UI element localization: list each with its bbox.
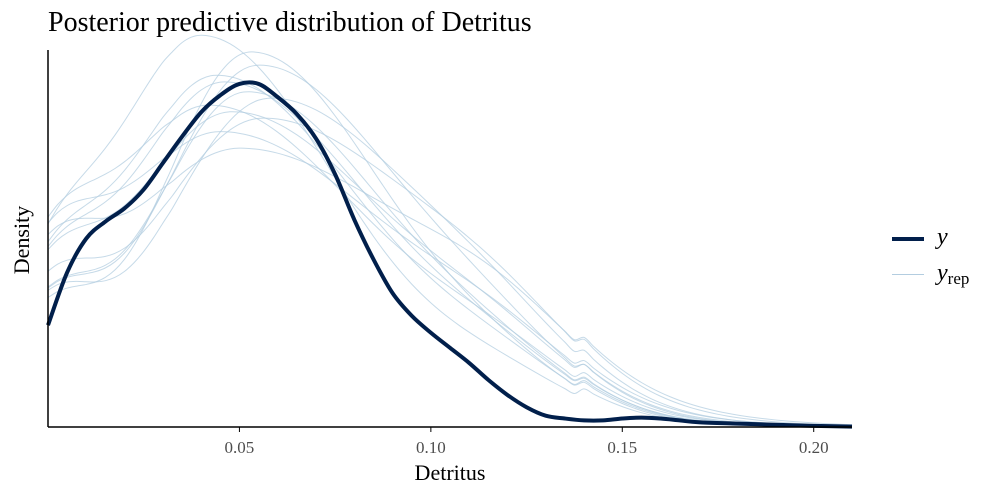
chart-title: Posterior predictive distribution of Det… xyxy=(48,7,532,38)
x-tick-label-3: 0.15 xyxy=(607,438,637,457)
yrep-line-2 xyxy=(47,111,853,427)
legend-entry-y: y xyxy=(892,222,992,258)
legend-swatch-y xyxy=(892,237,924,241)
yrep-line-4 xyxy=(47,117,853,426)
x-tick-label-2: 0.10 xyxy=(416,438,446,457)
x-axis-label: Detritus xyxy=(414,460,486,485)
y-line-group xyxy=(46,80,853,429)
legend-entry-yrep: yrep xyxy=(892,258,992,294)
yrep-line-3 xyxy=(47,91,853,427)
legend-label-yrep-main: y xyxy=(937,260,948,286)
legend-label-yrep-sub: rep xyxy=(947,269,970,288)
legend-label-y: y xyxy=(937,224,948,250)
x-tick-label-4: 0.20 xyxy=(799,438,829,457)
legend-label-yrep: yrep xyxy=(937,258,969,294)
yrep-line-9 xyxy=(47,97,853,427)
y-line xyxy=(46,80,853,429)
legend-swatch-yrep xyxy=(892,274,924,275)
yrep-line-7 xyxy=(47,34,853,427)
yrep-line-1 xyxy=(47,74,853,427)
x-tick-label-1: 0.05 xyxy=(225,438,255,457)
x-ticks: 0.05 0.10 0.15 0.20 xyxy=(225,427,829,457)
yrep-line-8 xyxy=(47,147,853,426)
yrep-line-12 xyxy=(47,64,853,427)
yrep-line-10 xyxy=(47,81,853,427)
legend: y yrep xyxy=(892,222,992,294)
yrep-lines xyxy=(47,34,853,427)
